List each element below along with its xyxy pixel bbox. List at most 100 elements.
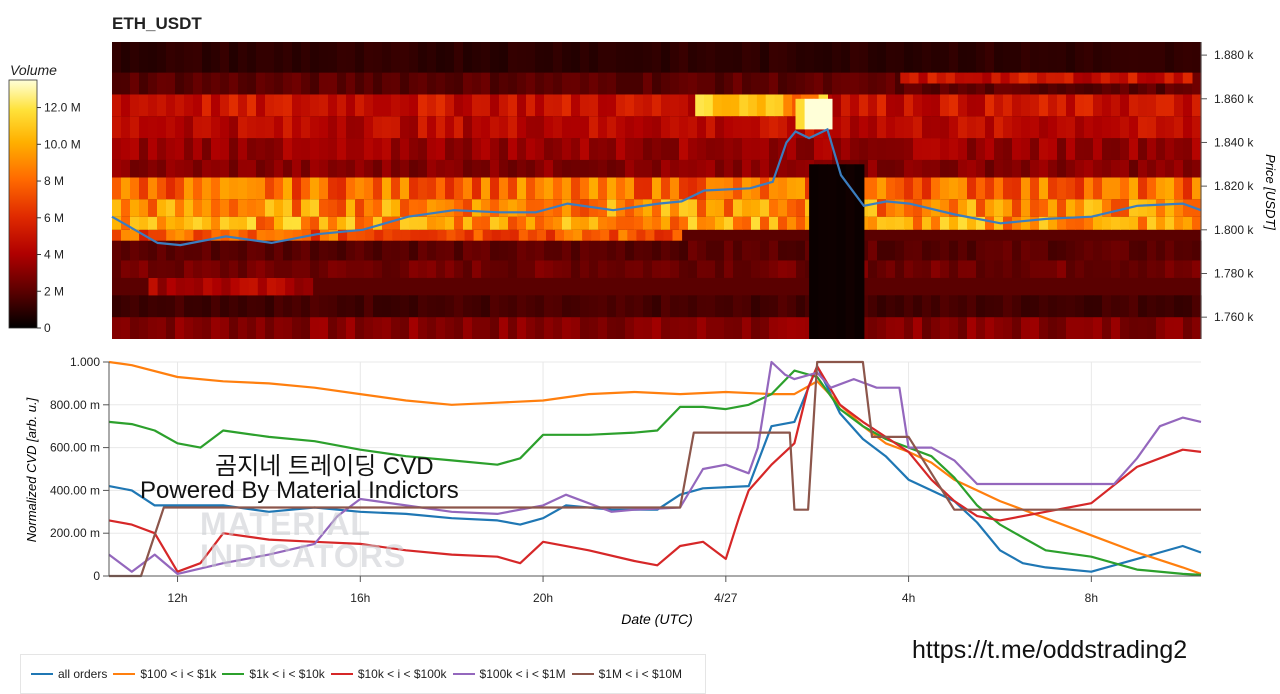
heatmap-cell — [553, 260, 563, 278]
heatmap-cell — [337, 295, 347, 318]
heatmap-cell — [1075, 94, 1085, 117]
heatmap-cell — [877, 317, 887, 339]
heatmap-cell — [721, 94, 732, 117]
heatmap-cell — [958, 199, 968, 217]
heatmap-cell — [481, 240, 491, 261]
heatmap-cell — [401, 229, 411, 241]
heatmap-cell — [1174, 116, 1184, 139]
heatmap-cell — [1102, 240, 1112, 261]
heatmap-cell — [346, 138, 356, 160]
heatmap-cell — [418, 159, 428, 178]
legend-item[interactable]: $100k < i < $1M — [452, 667, 566, 681]
heatmap-cell — [733, 260, 743, 278]
heatmap-cell — [310, 260, 320, 278]
heatmap-cell — [688, 260, 698, 278]
heatmap-cell — [328, 317, 338, 339]
heatmap-cell — [697, 159, 707, 178]
heatmap-cell — [238, 72, 248, 95]
heatmap-cell — [751, 317, 761, 339]
heatmap-cell — [1066, 260, 1076, 278]
heatmap-cell — [382, 295, 392, 318]
heatmap-cell — [400, 116, 410, 139]
heatmap-cell — [598, 94, 608, 117]
heatmap-cell — [1165, 42, 1175, 73]
heatmap-cell — [157, 94, 167, 117]
heatmap-cell — [778, 260, 788, 278]
heatmap-cell — [112, 199, 122, 217]
heatmap-cell — [1174, 295, 1184, 318]
heatmap-cell — [1084, 216, 1094, 230]
heatmap-cell — [283, 317, 293, 339]
heatmap-cell — [1102, 295, 1112, 318]
heatmap-cell — [1138, 260, 1148, 278]
heatmap-cell — [1039, 116, 1049, 139]
heatmap-cell — [1066, 216, 1076, 230]
heatmap-cell — [544, 94, 554, 117]
heatmap-cell — [472, 42, 482, 73]
heatmap-cell — [895, 216, 905, 230]
heatmap-cell — [670, 295, 680, 318]
heatmap-cell — [1093, 240, 1103, 261]
heatmap-cell — [239, 277, 250, 296]
heatmap-cell — [634, 42, 644, 73]
heatmap-cell — [1165, 177, 1175, 200]
heatmap-cell — [688, 94, 698, 117]
heatmap-cell — [679, 116, 689, 139]
heatmap-cell — [679, 260, 689, 278]
heatmap-cell — [337, 94, 347, 117]
heatmap-cell — [679, 72, 689, 95]
heatmap-cell — [670, 317, 680, 339]
heatmap-cell — [373, 177, 383, 200]
heatmap-cell — [553, 317, 563, 339]
legend-swatch — [330, 673, 353, 675]
heatmap-cell — [184, 199, 194, 217]
heatmap-cell — [598, 159, 608, 178]
heatmap-cell — [553, 94, 563, 117]
heatmap-cell — [796, 199, 806, 217]
heatmap-cell — [706, 317, 716, 339]
legend-item[interactable]: $100 < i < $1k — [113, 667, 216, 681]
heatmap-cell — [175, 295, 185, 318]
heatmap-cell — [1012, 138, 1022, 160]
legend-item[interactable]: all orders — [31, 667, 107, 681]
heatmap-cell — [310, 240, 320, 261]
heatmap-cell — [670, 94, 680, 117]
heatmap-cell — [184, 277, 195, 296]
heatmap-cell — [508, 94, 518, 117]
heatmap-cell — [463, 159, 473, 178]
heatmap-cell — [697, 177, 707, 200]
heatmap-cell — [274, 295, 284, 318]
heatmap-cell — [994, 42, 1004, 73]
heatmap-cell — [337, 159, 347, 178]
heatmap-cell — [427, 42, 437, 73]
heatmap-cell — [517, 317, 527, 339]
heatmap-cell — [706, 240, 716, 261]
heatmap-cell — [328, 72, 338, 95]
telegram-link[interactable]: https://t.me/oddstrading2 — [912, 636, 1188, 664]
legend-item[interactable]: $10k < i < $100k — [330, 667, 447, 681]
heatmap-cell — [877, 240, 887, 261]
heatmap-cell — [967, 94, 977, 117]
heatmap-cell — [535, 159, 545, 178]
heatmap-cell — [481, 199, 491, 217]
heatmap-cell — [1012, 317, 1022, 339]
heatmap-cell — [544, 295, 554, 318]
heatmap-cell — [805, 72, 815, 95]
heatmap-cell — [383, 229, 393, 241]
heatmap-cell — [175, 317, 185, 339]
heatmap-cell — [1003, 159, 1013, 178]
heatmap-cell — [436, 240, 446, 261]
heatmap-cell — [310, 295, 320, 318]
heatmap-cell — [454, 199, 464, 217]
heatmap-cell — [742, 116, 752, 139]
heatmap-cell — [940, 42, 950, 73]
heatmap-cell — [274, 42, 284, 73]
heatmap-cell — [922, 116, 932, 139]
legend-item[interactable]: $1k < i < $10k — [222, 667, 325, 681]
colorbar-tick-label: 2 M — [44, 284, 64, 298]
heatmap-cell — [220, 177, 230, 200]
heatmap-cell — [1039, 199, 1049, 217]
heatmap-cell — [616, 295, 626, 318]
legend-item[interactable]: $1M < i < $10M — [571, 667, 682, 681]
